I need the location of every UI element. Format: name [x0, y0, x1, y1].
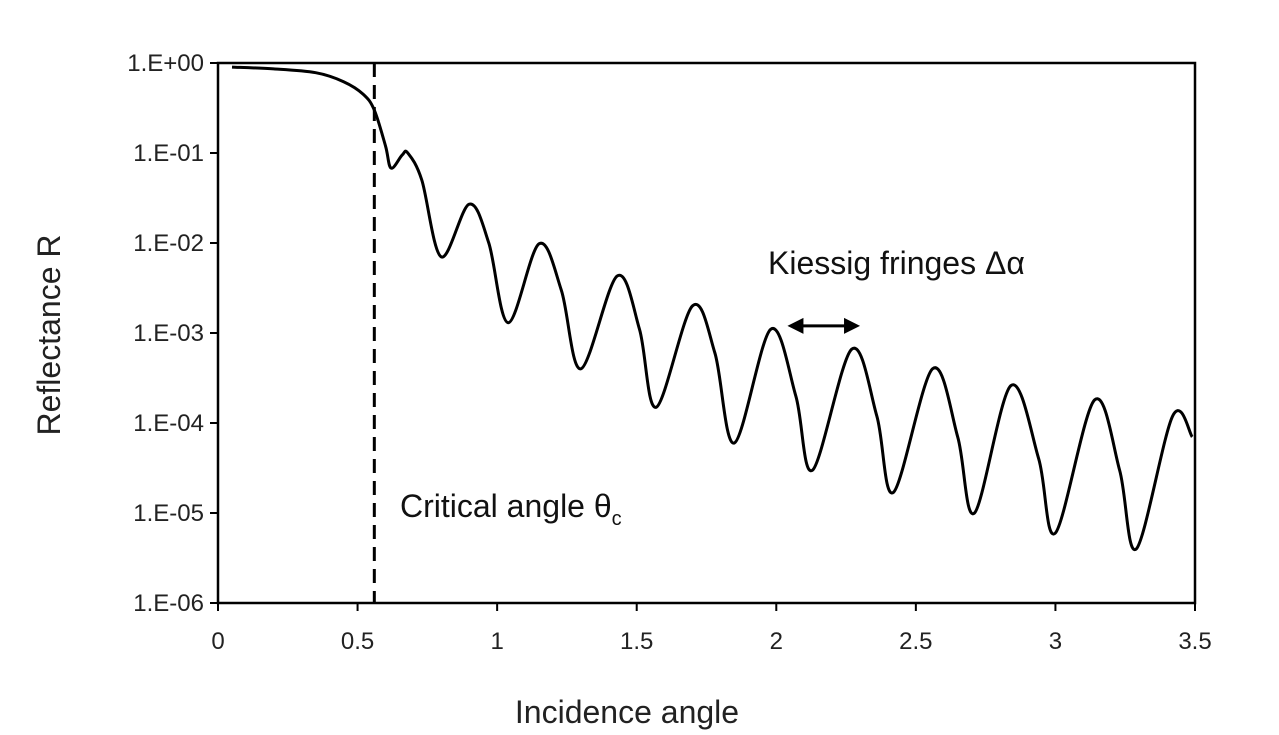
x-tick-label: 3 [1049, 628, 1062, 655]
critical-angle-text: Critical angle θ [400, 488, 612, 524]
reflectance-curve [231, 65, 1194, 552]
x-tick-label: 0.5 [341, 628, 374, 655]
arrow-head-left [787, 317, 804, 334]
x-tick-label: 1 [490, 628, 503, 655]
y-tick-label: 1.E-04 [133, 410, 204, 437]
y-axis-title: Reflectance R [31, 235, 67, 436]
y-tick-label: 1.E-02 [133, 230, 204, 257]
y-tick-label: 1.E-06 [133, 590, 204, 617]
critical-angle-subscript: c [612, 508, 622, 530]
y-tick-label: 1.E-03 [133, 320, 204, 347]
x-tick-label: 3.5 [1178, 628, 1211, 655]
y-axis-ticks: 1.E+00 1.E-01 1.E-02 1.E-03 1.E-04 1.E-05 1.E-… [127, 50, 218, 617]
critical-angle-label: Critical angle θc [400, 488, 622, 530]
x-axis-title: Incidence angle [515, 694, 739, 730]
kiessig-fringes-label: Kiessig fringes Δα [768, 245, 1025, 281]
x-tick-label: 2.5 [899, 628, 932, 655]
x-tick-label: 0 [211, 628, 224, 655]
x-tick-label: 1.5 [620, 628, 653, 655]
kiessig-fringes-arrow [787, 317, 861, 334]
y-tick-label: 1.E-05 [133, 500, 204, 527]
x-axis-ticks: 0 0.5 1 1.5 2 2.5 3 3.5 [211, 603, 1212, 655]
y-tick-label: 1.E+00 [127, 50, 204, 77]
arrow-head-right [844, 317, 861, 334]
y-tick-label: 1.E-01 [133, 140, 204, 167]
x-tick-label: 2 [770, 628, 783, 655]
